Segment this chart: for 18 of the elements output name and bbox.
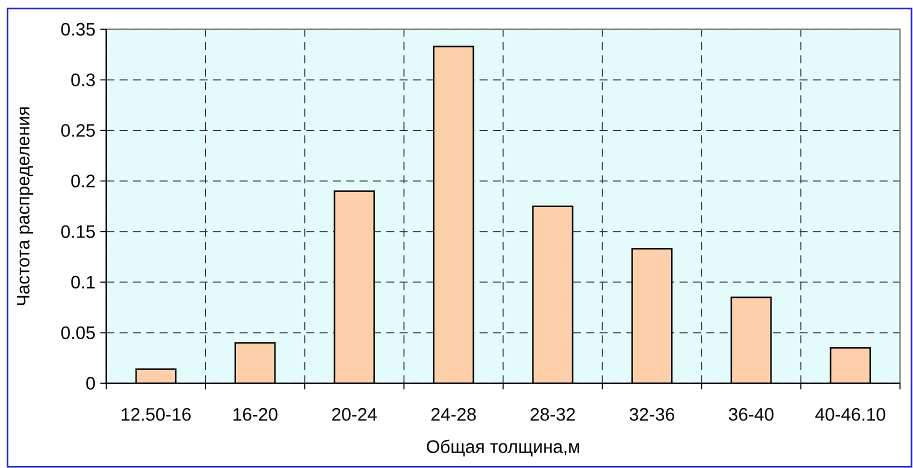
y-tick-label: 0.1: [71, 276, 95, 289]
x-tick-label: 24-28: [431, 408, 476, 421]
x-axis-title: Общая толщина,м: [426, 440, 580, 456]
y-tick-label: 0.05: [61, 326, 95, 340]
y-axis-title: Частота распределения: [16, 107, 34, 306]
y-tick-label: 0.3: [71, 74, 95, 86]
x-tick-label: 32-36: [630, 408, 674, 421]
y-tick-label: 0.15: [61, 225, 95, 238]
x-tick-label: 40-46.10: [815, 408, 886, 421]
y-tick-label: 0.25: [61, 124, 95, 137]
x-tick-label: 28-32: [530, 408, 575, 421]
x-tick-label: 36-40: [728, 408, 774, 421]
x-tick-label: 20-24: [332, 408, 377, 421]
y-tick-label: 0.2: [71, 174, 95, 188]
y-tick-label: 0: [86, 376, 95, 390]
y-tick-label: 0.35: [61, 22, 95, 36]
x-tick-label: 16-20: [233, 408, 278, 421]
x-tick-label: 12.50-16: [122, 408, 191, 421]
